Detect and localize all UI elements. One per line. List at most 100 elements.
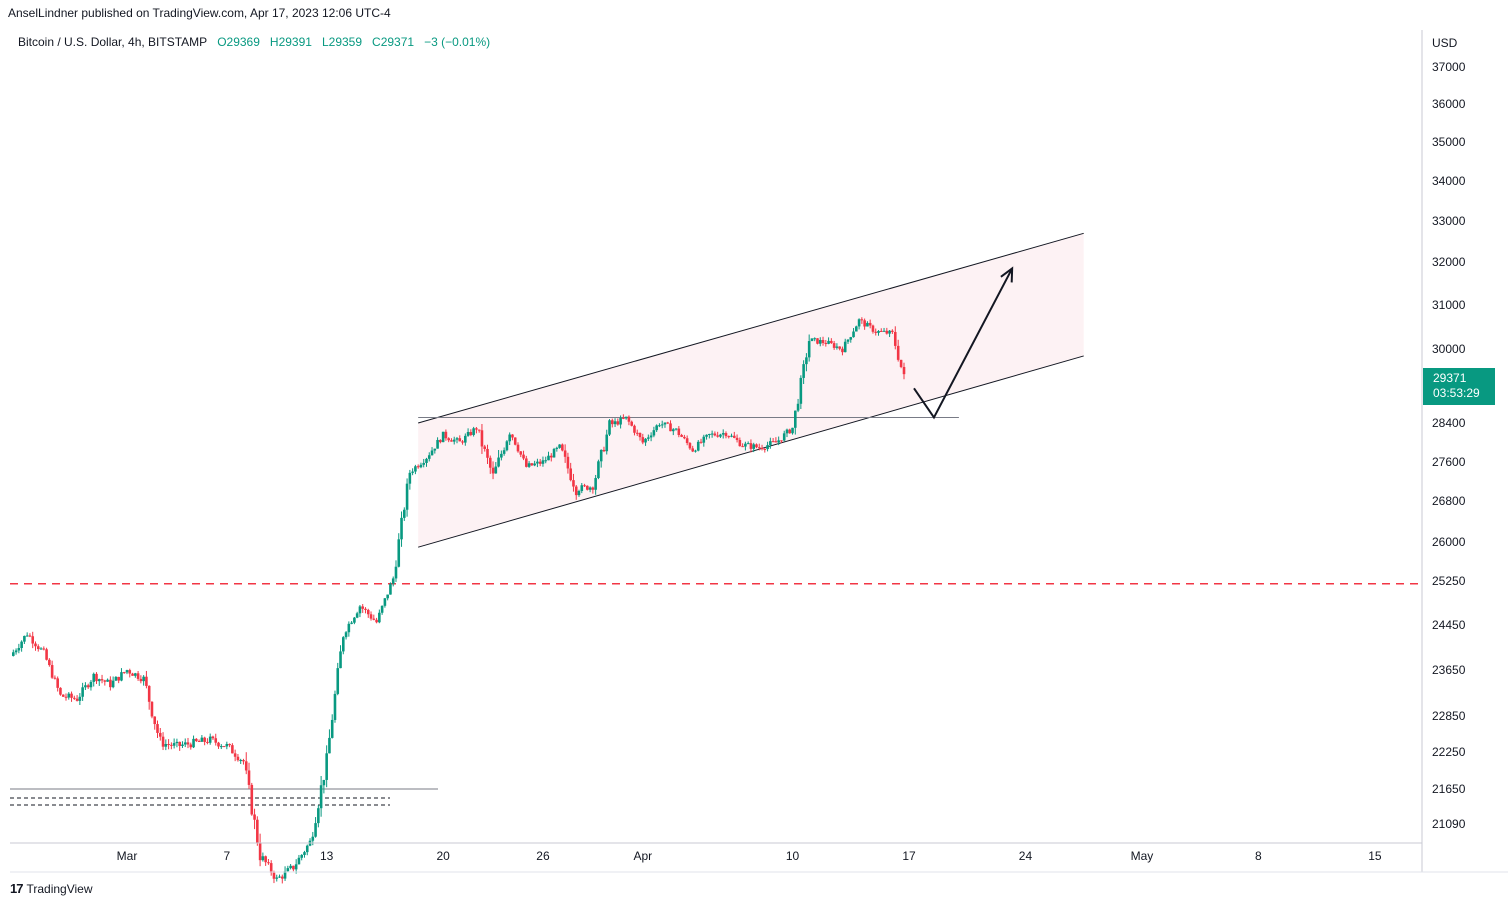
candle-body: [131, 673, 134, 676]
candle-body: [391, 578, 395, 584]
candle-body: [42, 648, 46, 650]
candle-body: [164, 744, 168, 747]
y-tick-label: 37000: [1432, 60, 1466, 74]
candle-body: [613, 421, 617, 425]
candle-body: [824, 342, 828, 344]
candle-body: [347, 623, 351, 633]
candle-body: [691, 448, 695, 452]
candle-body: [353, 617, 356, 623]
channel-drawing[interactable]: [418, 232, 1084, 548]
candle-body: [264, 856, 267, 863]
ohlc-legend: Bitcoin / U.S. Dollar, 4h, BITSTAMP O293…: [18, 35, 490, 49]
candle-body: [652, 430, 656, 436]
candle-body: [583, 485, 586, 487]
candle-body: [208, 736, 212, 743]
candle-body: [322, 779, 326, 786]
candle-body: [380, 605, 384, 613]
candle-body: [400, 517, 403, 540]
candle-body: [300, 854, 304, 858]
candle-body: [591, 487, 595, 490]
candle-body: [325, 753, 328, 780]
y-tick-label: 32000: [1432, 255, 1466, 269]
candle-body: [158, 732, 162, 737]
candle-body: [616, 421, 620, 425]
candle-body: [278, 876, 281, 878]
candle-body: [744, 443, 747, 447]
candle-body: [491, 467, 495, 474]
candle-body: [696, 441, 700, 451]
candle-body: [197, 741, 201, 743]
candle-body: [738, 439, 742, 447]
candle-body: [605, 434, 609, 452]
candle-body: [488, 457, 492, 468]
candle-body: [250, 784, 254, 815]
candle-body: [749, 443, 753, 449]
candle-body: [111, 680, 115, 688]
candle-body: [774, 441, 778, 443]
candle-body: [214, 738, 218, 743]
candle-body: [292, 865, 295, 870]
candle-body: [719, 434, 722, 437]
candle-body: [73, 697, 76, 699]
x-tick-label: 8: [1255, 849, 1262, 863]
candle-body: [830, 340, 833, 344]
candle-body: [150, 701, 154, 717]
candle-body: [574, 486, 578, 496]
candle-body: [760, 447, 764, 450]
candle-body: [846, 339, 850, 342]
candle-body: [769, 441, 772, 446]
candle-body: [23, 635, 26, 642]
horizontal-levels[interactable]: [10, 416, 1422, 806]
candle-body: [655, 425, 658, 431]
projection-path[interactable]: [913, 267, 1014, 420]
candle-body: [813, 338, 817, 340]
candle-body: [258, 842, 262, 861]
candle-body: [419, 464, 423, 468]
candle-body: [588, 487, 592, 490]
candle-body: [314, 823, 317, 837]
y-tick-label: 22250: [1432, 745, 1466, 759]
candle-body: [203, 737, 206, 742]
candle-body: [735, 437, 739, 440]
candle-body: [170, 744, 173, 746]
candle-body: [48, 659, 51, 666]
candle-body: [852, 331, 855, 338]
candle-body: [732, 435, 736, 438]
candles: [12, 317, 906, 884]
publisher-header: AnselLindner published on TradingView.co…: [8, 6, 391, 20]
channel-upper-line[interactable]: [418, 232, 1084, 424]
candle-body: [305, 845, 309, 853]
candle-body: [128, 670, 132, 674]
candle-body: [586, 485, 589, 490]
candle-body: [791, 427, 794, 434]
candle-body: [45, 649, 48, 660]
candle-body: [885, 330, 889, 334]
candle-body: [394, 566, 398, 579]
footer-brand[interactable]: 17 TradingView: [10, 881, 93, 896]
candle-body: [533, 463, 536, 466]
open-value: O29369: [217, 35, 260, 49]
candle-body: [100, 679, 104, 681]
candle-body: [619, 417, 622, 425]
symbol-label[interactable]: Bitcoin / U.S. Dollar, 4h, BITSTAMP: [18, 35, 208, 49]
candle-body: [724, 433, 728, 437]
candle-body: [14, 650, 18, 653]
candle-body: [563, 450, 567, 457]
candle-body: [317, 808, 320, 824]
candle-body: [810, 338, 814, 342]
candle-body: [195, 738, 198, 742]
candle-body: [511, 434, 514, 438]
candle-body: [427, 455, 431, 459]
candle-body: [624, 416, 628, 419]
projection-arrow[interactable]: [913, 266, 1014, 420]
y-tick-label: 28400: [1432, 416, 1466, 430]
candle-body: [544, 460, 548, 462]
candle-body: [122, 672, 126, 674]
candle-body: [530, 463, 534, 466]
candle-body: [821, 340, 825, 343]
close-value: C29371: [372, 35, 415, 49]
candle-body: [486, 448, 489, 458]
candle-body: [53, 677, 57, 679]
candle-body: [330, 719, 334, 738]
